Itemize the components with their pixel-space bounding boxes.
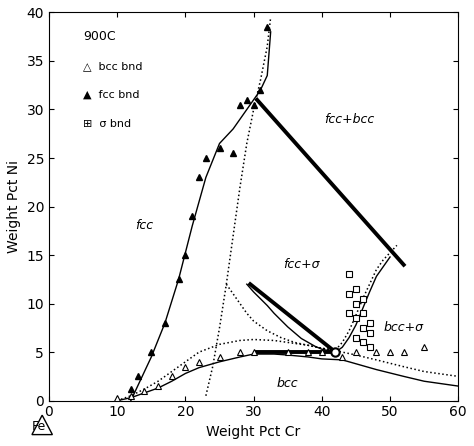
Text: Fe: Fe: [31, 420, 46, 433]
Text: 900C: 900C: [83, 30, 116, 43]
Text: △  bcc bnd: △ bcc bnd: [83, 61, 143, 71]
Text: ▲  fcc bnd: ▲ fcc bnd: [83, 90, 139, 100]
Y-axis label: Weight Pct Ni: Weight Pct Ni: [7, 160, 21, 253]
Text: ⊞  σ bnd: ⊞ σ bnd: [83, 119, 131, 129]
Text: bcc+σ: bcc+σ: [383, 322, 424, 334]
Text: fcc+σ: fcc+σ: [283, 258, 319, 271]
Text: bcc: bcc: [277, 377, 299, 390]
Text: fcc: fcc: [136, 219, 154, 232]
Text: fcc+bcc: fcc+bcc: [324, 113, 374, 126]
X-axis label: Weight Pct Cr: Weight Pct Cr: [207, 425, 301, 439]
